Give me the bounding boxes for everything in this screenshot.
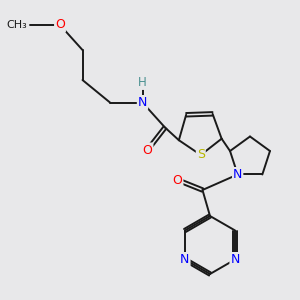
Text: S: S <box>197 148 205 161</box>
Text: CH₃: CH₃ <box>7 20 28 30</box>
Text: N: N <box>230 253 240 266</box>
Text: N: N <box>180 253 190 266</box>
Text: O: O <box>142 143 152 157</box>
Text: H: H <box>138 76 147 89</box>
Text: O: O <box>55 19 65 32</box>
Text: N: N <box>233 168 242 181</box>
Text: N: N <box>138 96 147 109</box>
Text: O: O <box>172 173 182 187</box>
